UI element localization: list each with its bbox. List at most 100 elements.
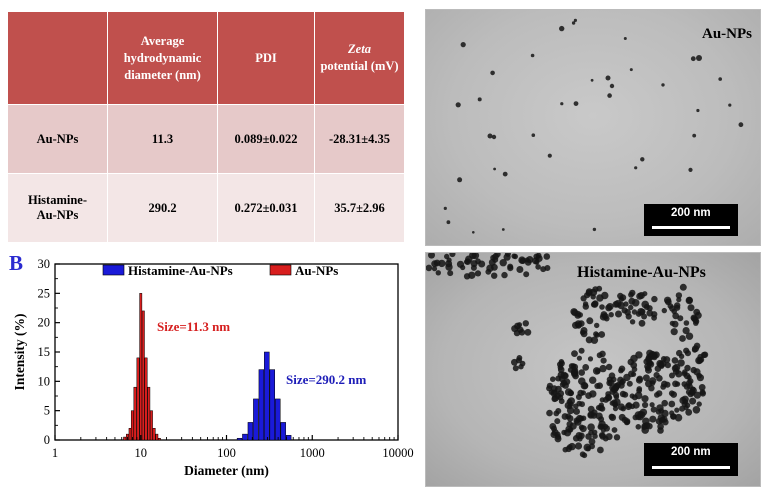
nanoparticle	[649, 402, 655, 408]
table-cell: -28.31±4.35	[314, 104, 405, 174]
nanoparticle	[594, 322, 600, 329]
nanoparticle	[554, 418, 561, 425]
nanoparticle	[447, 270, 454, 277]
nanoparticle	[567, 427, 574, 433]
tem-image-histamine-au-nps: Histamine-Au-NPs 200 nm	[425, 252, 761, 487]
table-cell: Au-NPs	[7, 104, 108, 174]
nanoparticle	[634, 391, 643, 400]
nanoparticle	[490, 70, 495, 76]
bar-au-nps	[141, 310, 145, 441]
table-cell: 0.089±0.022	[217, 104, 315, 174]
nanoparticle	[598, 402, 604, 408]
nanoparticle	[593, 331, 599, 337]
nanoparticle	[671, 320, 679, 328]
nanoparticle	[635, 351, 643, 359]
nanoparticle	[491, 134, 497, 140]
nanoparticle	[582, 303, 589, 310]
nanoparticle	[587, 405, 595, 413]
nanoparticle	[637, 410, 644, 417]
nanoparticle	[492, 256, 499, 263]
nanoparticle	[573, 403, 579, 409]
tem-particles-d	[426, 253, 709, 459]
nanoparticle	[531, 133, 536, 137]
nanoparticle	[558, 398, 565, 405]
nanoparticle	[650, 406, 657, 413]
nanoparticle	[512, 365, 519, 372]
tem-label-histamine-au-nps: Histamine-Au-NPs	[577, 264, 706, 281]
nanoparticle	[530, 53, 535, 58]
nanoparticle	[687, 304, 695, 312]
table-header-pdi: PDI	[217, 11, 315, 105]
nanoparticle	[632, 414, 639, 421]
nanoparticle	[582, 364, 590, 371]
table-header-blank	[7, 11, 108, 105]
nanoparticle	[499, 259, 507, 267]
nanoparticle	[649, 380, 656, 386]
y-axis-label: Intensity (%)	[12, 314, 27, 391]
nanoparticle	[651, 314, 657, 321]
nanoparticle	[574, 442, 583, 450]
nanoparticle	[519, 257, 526, 264]
nanoparticle	[668, 390, 675, 397]
nanoparticle	[629, 68, 633, 72]
nanoparticle	[631, 299, 640, 307]
nanoparticle	[595, 412, 603, 420]
nanoparticle	[671, 357, 679, 364]
nanoparticle	[574, 320, 583, 328]
nanoparticle	[608, 312, 614, 318]
nanoparticle	[516, 266, 524, 273]
nanoparticle	[559, 25, 565, 32]
nanoparticle	[677, 359, 685, 367]
nanoparticle	[628, 304, 634, 311]
nanoparticle	[553, 410, 560, 417]
nanoparticle	[674, 304, 681, 311]
nanoparticle	[457, 177, 463, 183]
tem-particles-c	[443, 18, 744, 234]
scale-bar-line-c	[652, 226, 730, 229]
nanoparticle	[698, 384, 706, 391]
nanoparticle	[686, 296, 693, 304]
nanoparticle	[555, 375, 562, 382]
nanoparticle	[659, 416, 666, 423]
nanoparticle	[645, 356, 652, 363]
nanoparticle	[567, 389, 574, 397]
nanoparticle	[551, 395, 558, 403]
nanoparticle	[493, 167, 496, 171]
nanoparticle	[589, 390, 597, 398]
scale-bar-line-d	[652, 466, 730, 469]
bar-histamine-au-nps	[258, 369, 265, 441]
bar-histamine-au-nps	[285, 435, 292, 441]
nanoparticle	[540, 266, 547, 273]
nanoparticle	[696, 372, 702, 379]
nanoparticle	[511, 253, 517, 259]
nanoparticle	[669, 305, 676, 312]
nanoparticle	[672, 363, 681, 372]
nanoparticle	[547, 153, 552, 158]
nanoparticle	[560, 102, 564, 106]
nanoparticle	[518, 364, 524, 370]
legend-swatch-au-nps	[269, 264, 292, 276]
nanoparticle	[571, 370, 577, 376]
nanoparticle	[677, 315, 684, 322]
nanoparticle	[628, 370, 635, 378]
nanoparticle	[589, 376, 597, 384]
nanoparticle	[618, 367, 624, 374]
nanoparticle	[693, 320, 699, 326]
nanoparticle	[648, 385, 655, 392]
nanoparticle	[585, 336, 593, 344]
nanoparticle	[558, 360, 565, 367]
scale-bar-label-c: 200 nm	[671, 207, 711, 219]
nanoparticle	[469, 253, 477, 259]
nanoparticle	[592, 433, 598, 439]
y-tick-label: 20	[38, 316, 51, 330]
nanoparticle	[615, 310, 622, 318]
nanoparticle	[617, 403, 625, 411]
nanoparticle	[474, 270, 482, 277]
nanoparticle	[686, 374, 692, 381]
bar-au-nps	[147, 386, 151, 441]
nanoparticle	[573, 18, 577, 22]
table-header-zeta-italic: Zeta	[348, 42, 371, 56]
nanoparticle	[661, 380, 668, 388]
nanoparticle	[590, 301, 597, 308]
nanoparticle	[685, 332, 694, 340]
